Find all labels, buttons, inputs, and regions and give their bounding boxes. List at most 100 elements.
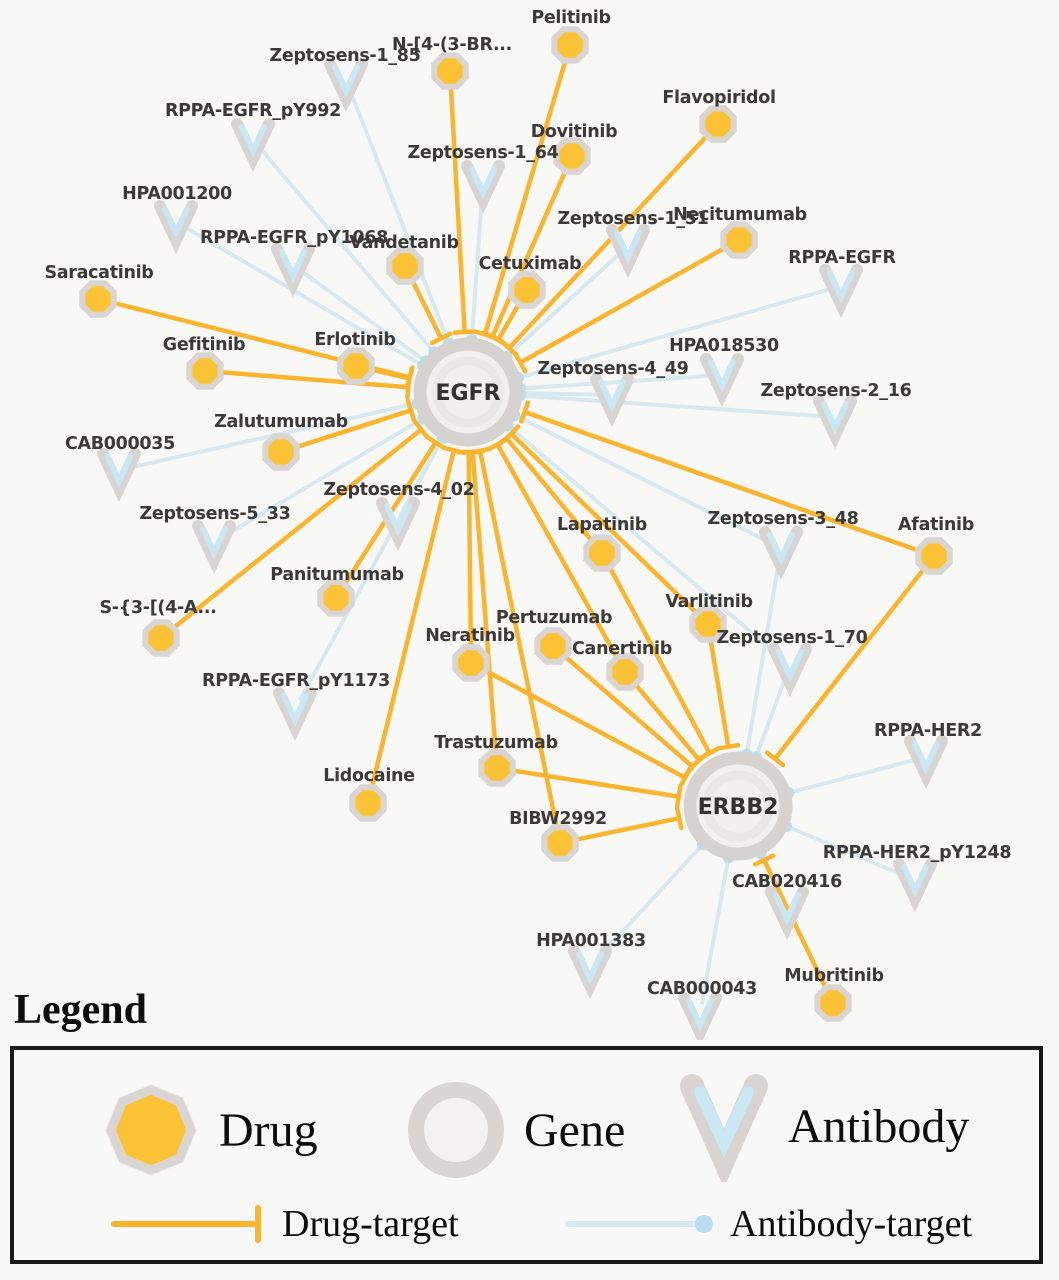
drug-label-flavopiridol: Flavopiridol [662,88,775,108]
edge-drug-lapatinib-egfr [496,429,598,547]
antibody-label-zeptosens-1-85: Zeptosens-1_85 [270,46,421,66]
antibody-node-zeptosens-1-51[interactable] [606,224,650,279]
legend-item-antibody: Antibody [676,1070,969,1182]
drug-node-erlotinib[interactable] [337,347,375,385]
edge-drug-afatinib-egfr [519,400,926,555]
antibody-label-cab000043: CAB000043 [647,979,757,999]
antibody-node-rppa-her2[interactable] [904,735,948,790]
drug-node-trastuzumab[interactable] [478,749,516,787]
drug-label-bibw2992: BIBW2992 [509,809,607,829]
drug-node-varlitinib[interactable] [689,605,727,643]
antibody-node-rppa-her2-py1248[interactable] [893,858,937,913]
edge-antibody-rppa-egfr-egfr [512,286,832,384]
gene-node-egfr[interactable] [413,337,523,447]
antibody-label-zeptosens-2-16: Zeptosens-2_16 [761,381,912,401]
edge-drug-varlitinib-egfr [501,424,703,619]
drug-node-zalutumumab[interactable] [262,433,300,471]
drug-label-lidocaine: Lidocaine [323,766,415,786]
antibody-node-zeptosens-4-02[interactable] [376,497,420,552]
antibody-node-cab000035[interactable] [97,448,141,503]
antibody-node-hpa001383[interactable] [568,945,612,1000]
drug-label-erlotinib: Erlotinib [314,330,395,350]
edge-antibody-zeptosens-3-48-erbb2 [740,557,782,761]
antibody-label-zeptosens-5-33: Zeptosens-5_33 [140,504,291,524]
legend-item-drug-target: Drug-target [106,1202,459,1246]
antibody-label-zeptosens-4-49: Zeptosens-4_49 [538,359,689,379]
drug-node-necitumumab[interactable] [720,221,758,259]
drug-label-neratinib: Neratinib [425,626,515,646]
edge-drug-lidocaine-egfr [368,445,466,794]
antibody-node-zeptosens-5-33[interactable] [192,520,236,575]
antibody-node-zeptosens-1-70[interactable] [768,643,812,698]
drug-node-gefitinib[interactable] [186,352,224,390]
nodes [79,26,953,1040]
edge-antibody-zeptosens-5-33-egfr [221,412,430,539]
drug-node-canertinib[interactable] [606,653,644,691]
antibody-node-rppa-egfr-py992[interactable] [231,118,275,173]
antibody-label-cab020416: CAB020416 [732,872,842,892]
edge-antibody-hpa018530-egfr [513,373,713,395]
edge-antibody-rppa-egfr-py992-egfr [257,146,441,359]
antibody-node-zeptosens-4-49[interactable] [590,373,634,428]
antibody-target-edge-icon [565,1215,713,1233]
antibody-node-cab020416[interactable] [765,886,809,941]
node-labels: EGFR ERBB2 Pelitinib N-[4-(3-BR... Dovitinib… [44,8,1011,999]
drug-node-neratinib[interactable] [452,644,490,682]
drug-node-panitumumab[interactable] [317,579,355,617]
edge-drug-pertuzumab-erbb2 [559,650,702,777]
drug-label-lapatinib: Lapatinib [557,515,647,535]
network-canvas: EGFR ERBB2 Pelitinib N-[4-(3-BR... Dovitinib… [44,8,1012,1040]
antibody-node-rppa-egfr-py1173[interactable] [273,687,317,742]
drug-label-varlitinib: Varlitinib [665,592,752,612]
drug-label-canertinib: Canertinib [572,639,672,659]
drug-target-edges [107,53,930,995]
antibody-node-zeptosens-1-64[interactable] [461,160,505,215]
legend-antibody-target-label: Antibody-target [730,1203,973,1245]
edge-drug-necitumumab-egfr [513,242,732,374]
drug-node-dovitinib[interactable] [553,137,591,175]
drug-label-mubritinib: Mubritinib [784,966,883,986]
drug-label-pelitinib: Pelitinib [531,8,610,28]
drug-label-trastuzumab: Trastuzumab [434,733,558,753]
antibody-label-rppa-her2-py1248: RPPA-HER2_pY1248 [823,843,1012,863]
drug-label-cetuximab: Cetuximab [479,254,582,274]
edge-antibody-zeptosens-4-49-egfr [513,387,603,400]
drug-node-flavopiridol[interactable] [699,105,737,143]
drug-node-n4-3-br[interactable] [431,52,469,90]
drug-node-mubritinib[interactable] [814,984,852,1022]
drug-node-bibw2992[interactable] [541,824,579,862]
antibody-node-hpa001200[interactable] [154,200,198,255]
antibody-node-hpa018530[interactable] [700,353,744,408]
antibody-label-zeptosens-3-48: Zeptosens-3_48 [708,509,859,529]
drug-node-lapatinib[interactable] [583,534,621,572]
antibody-node-cab000043[interactable] [678,992,722,1040]
drug-node-s3-4a[interactable] [142,619,180,657]
antibody-node-rppa-egfr-py1068[interactable] [271,243,315,298]
edge-drug-neratinib-erbb2 [478,665,693,789]
drug-node-saracatinib[interactable] [79,280,117,318]
edge-antibody-rppa-her2-py1248-erbb2 [779,820,907,878]
edge-drug-gefitinib-egfr [214,369,412,400]
antibody-node-rppa-egfr[interactable] [819,264,863,319]
edge-drug-n4-3-br-egfr [448,80,477,335]
drug-label-s3-4a: S-{3-[(4-A... [99,598,216,618]
antibody-label-hpa001200: HPA001200 [122,184,232,204]
drug-node-lidocaine[interactable] [349,784,387,822]
drug-label-n4-3-br: N-[4-(3-BR... [392,35,512,55]
drug-node-pertuzumab[interactable] [534,627,572,665]
drug-node-pelitinib[interactable] [551,26,589,64]
edge-antibody-rppa-her2-erbb2 [782,757,917,799]
antibody-target-edges [128,88,917,1005]
antibody-label-hpa018530: HPA018530 [669,336,779,356]
edge-drug-trastuzumab-erbb2 [506,767,683,809]
antibody-node-zeptosens-1-85[interactable] [324,58,368,113]
drug-node-vandetanib[interactable] [386,247,424,285]
edge-drug-canertinib-egfr [486,437,623,665]
antibody-node-zeptosens-2-16[interactable] [813,395,857,450]
drug-node-afatinib[interactable] [915,537,953,575]
edge-drug-mubritinib-erbb2 [752,853,831,995]
drug-node-cetuximab[interactable] [508,271,546,309]
edge-drug-s3-4a-egfr [167,419,430,634]
antibody-node-zeptosens-3-48[interactable] [759,526,803,581]
gene-node-erbb2[interactable] [683,751,793,861]
